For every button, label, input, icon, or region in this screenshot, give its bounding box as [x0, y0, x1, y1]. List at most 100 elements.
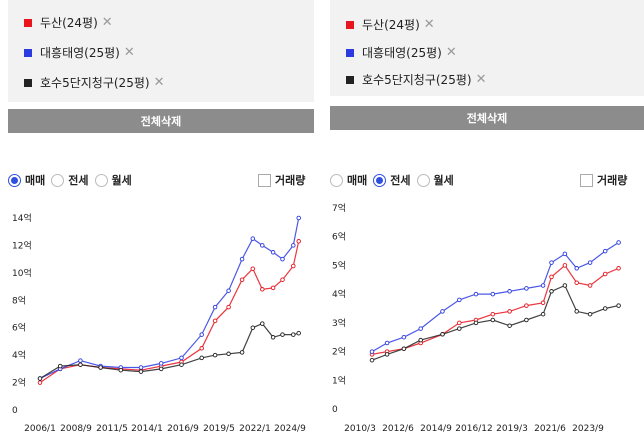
- data-point: [457, 326, 462, 331]
- y-tick-label: 10억: [12, 267, 32, 279]
- color-square-icon: [346, 48, 354, 57]
- data-point: [212, 352, 218, 358]
- radio-jeonse[interactable]: 전세: [373, 172, 411, 188]
- data-point: [260, 321, 265, 326]
- radio-icon: [330, 173, 343, 187]
- data-point: [549, 274, 554, 280]
- data-point: [212, 318, 218, 324]
- close-icon[interactable]: ✕: [445, 45, 457, 60]
- data-point: [291, 243, 296, 248]
- data-point: [158, 366, 164, 372]
- y-tick-label: 2억: [12, 377, 26, 389]
- radio-monthly[interactable]: 월세: [94, 172, 132, 188]
- data-point: [418, 337, 423, 343]
- close-icon[interactable]: ✕: [423, 17, 435, 32]
- series-line: [39, 217, 300, 380]
- data-point: [260, 243, 265, 248]
- data-point: [296, 215, 301, 221]
- series-line: [39, 322, 299, 380]
- radio-label: 매매: [347, 174, 368, 187]
- close-icon[interactable]: ✕: [153, 75, 165, 90]
- sale-price-chart: 0 2억 4억 6억 8억 10억 12억 14억 2006/1 2008/9 2011/5 2014…: [12, 212, 306, 434]
- apartment-tag: 호수5단지청구(25평) ✕: [346, 71, 486, 88]
- data-point: [118, 367, 124, 373]
- data-point: [179, 355, 184, 361]
- data-point: [158, 361, 164, 366]
- data-point: [524, 303, 529, 308]
- y-tick-label: 12억: [12, 239, 32, 251]
- data-point: [280, 332, 285, 337]
- close-icon[interactable]: ✕: [123, 45, 135, 60]
- radio-icon: [373, 173, 387, 187]
- radio-label: 매매: [25, 174, 46, 187]
- filter-box: 두산(24평) ✕ 대흥태영(25평) ✕ 호수5단지청구(25평) ✕: [330, 0, 644, 96]
- x-tick-label: 2012/6: [382, 424, 414, 434]
- y-tick-label: 4억: [332, 288, 346, 300]
- data-point: [199, 346, 204, 351]
- data-point: [250, 325, 256, 330]
- color-square-icon: [346, 75, 354, 84]
- volume-label: 거래량: [275, 174, 306, 187]
- apartment-tag: 대흥태영(25평) ✕: [346, 44, 457, 61]
- data-point: [250, 266, 256, 271]
- data-point: [78, 358, 83, 363]
- x-tick-label: 2006/1: [24, 424, 56, 434]
- color-square-icon: [24, 48, 32, 57]
- series-line: [371, 264, 619, 355]
- data-point: [574, 309, 579, 314]
- data-point: [490, 317, 496, 323]
- x-tick-label: 2014/1: [131, 424, 163, 434]
- radio-sale[interactable]: 매매: [8, 172, 45, 188]
- x-tick-label: 2016/9: [167, 424, 199, 434]
- close-icon[interactable]: ✕: [101, 15, 113, 30]
- y-tick-label: 4억: [12, 349, 26, 361]
- x-tick-label: 2010/3: [344, 424, 376, 434]
- data-point: [270, 335, 276, 340]
- data-point: [98, 365, 103, 370]
- data-point: [418, 326, 423, 331]
- y-tick-label: 5억: [332, 259, 346, 271]
- tag-label: 대흥태영(25평): [40, 46, 120, 60]
- data-point: [574, 266, 579, 271]
- x-tick-label: 2023/9: [572, 424, 604, 434]
- volume-checkbox[interactable]: 거래량: [580, 172, 627, 188]
- data-point: [291, 263, 296, 269]
- y-tick-label: 14억: [12, 212, 32, 224]
- data-point: [490, 291, 496, 297]
- data-point: [540, 311, 546, 317]
- apartment-tag: 두산(24평) ✕: [346, 16, 435, 33]
- x-tick-label: 2008/9: [60, 424, 92, 434]
- x-tick-label: 2019/3: [496, 424, 528, 434]
- panel-jeonse: 두산(24평) ✕ 대흥태영(25평) ✕ 호수5단지청구(25평) ✕ 전체삭…: [322, 0, 644, 441]
- jeonse-price-chart: 0 1억 2억 3억 4억 5억 6억 7억 2010/3 2012/6 2014/9 2016/12…: [332, 202, 621, 434]
- data-point: [540, 300, 546, 306]
- data-point: [179, 362, 184, 367]
- data-point: [384, 340, 390, 346]
- data-point: [199, 332, 204, 337]
- clear-all-button[interactable]: 전체삭제: [330, 106, 644, 130]
- tag-label: 대흥태영(25평): [362, 46, 442, 60]
- data-point: [212, 304, 218, 310]
- radio-monthly[interactable]: 월세: [416, 172, 454, 188]
- clear-all-button[interactable]: 전체삭제: [8, 109, 314, 133]
- y-tick-label: 7억: [332, 202, 346, 214]
- data-point: [587, 311, 593, 317]
- data-point: [457, 297, 462, 303]
- data-point: [296, 330, 301, 336]
- trade-type-radio-group: 매매 전세 월세: [330, 172, 460, 188]
- data-point: [37, 376, 43, 381]
- tag-label: 호수5단지청구(25평): [362, 73, 472, 87]
- data-point: [250, 236, 256, 241]
- y-tick-label: 2억: [332, 346, 346, 358]
- data-point: [507, 323, 512, 328]
- data-point: [138, 365, 144, 370]
- x-tick-label: 2019/5: [203, 424, 235, 434]
- chart-area: 매매 전세 월세 거래량 0 2억 4억 6억 8억 10억 12억 14억 2006/1 200…: [0, 150, 322, 441]
- volume-label: 거래량: [597, 174, 628, 187]
- radio-jeonse[interactable]: 전세: [51, 172, 89, 188]
- series-line: [371, 241, 619, 353]
- radio-sale[interactable]: 매매: [330, 172, 367, 188]
- volume-checkbox[interactable]: 거래량: [258, 172, 305, 188]
- data-point: [602, 306, 608, 311]
- close-icon[interactable]: ✕: [475, 72, 487, 87]
